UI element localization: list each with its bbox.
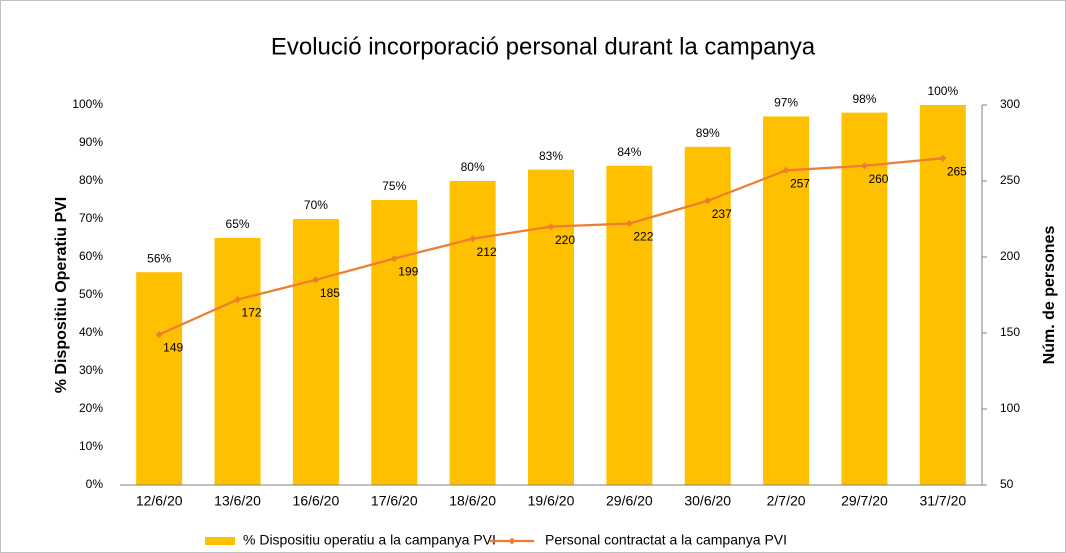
line-marker (939, 154, 947, 162)
bar (371, 200, 418, 485)
y2-tick-label: 200 (1000, 249, 1020, 263)
bar (292, 219, 339, 485)
x-tick-label: 2/7/20 (767, 493, 806, 509)
y-tick-label: 20% (79, 401, 103, 415)
y2-tick-label: 100 (1000, 401, 1020, 415)
bar (214, 238, 261, 485)
line-value-label: 222 (633, 230, 653, 244)
bar-value-label: 56% (147, 251, 171, 265)
x-tick-label: 30/6/20 (684, 493, 731, 509)
x-tick-label: 16/6/20 (293, 493, 340, 509)
bar-value-label: 98% (852, 92, 876, 106)
y-tick-label: 0% (86, 477, 104, 491)
line-marker (704, 197, 712, 205)
y-tick-label: 50% (79, 287, 103, 301)
line-marker (547, 223, 555, 231)
y-tick-label: 30% (79, 363, 103, 377)
line-marker (390, 255, 398, 263)
bar-value-label: 97% (774, 96, 798, 110)
y-tick-label: 70% (79, 211, 103, 225)
y2-tick-label: 50 (1000, 477, 1014, 491)
line-value-label: 265 (947, 164, 967, 178)
x-tick-label: 17/6/20 (371, 493, 418, 509)
y2-tick-label: 150 (1000, 325, 1020, 339)
line-value-label: 172 (242, 306, 262, 320)
line-marker (469, 235, 477, 243)
legend-label: Personal contractat a la campanya PVI (545, 532, 787, 548)
x-tick-label: 29/6/20 (606, 493, 653, 509)
bar-value-label: 100% (927, 84, 958, 98)
x-tick-label: 18/6/20 (449, 493, 496, 509)
line-value-label: 149 (163, 341, 183, 355)
bar (449, 181, 496, 485)
bar-value-label: 83% (539, 149, 563, 163)
chart-title: Evolució incorporació personal durant la… (271, 33, 816, 60)
bar-value-label: 84% (617, 145, 641, 159)
bar-value-label: 70% (304, 198, 328, 212)
line-marker (625, 220, 633, 228)
bar (841, 112, 888, 485)
line-value-label: 212 (477, 245, 497, 259)
legend-marker (508, 537, 516, 545)
bar (136, 272, 183, 485)
line-value-label: 185 (320, 286, 340, 300)
y-tick-label: 40% (79, 325, 103, 339)
bar-value-label: 75% (382, 179, 406, 193)
y2-tick-label: 300 (1000, 97, 1020, 111)
bar-value-label: 80% (461, 160, 485, 174)
x-tick-label: 12/6/20 (136, 493, 183, 509)
line-marker (782, 166, 790, 174)
line-marker (234, 296, 242, 304)
bar (763, 116, 810, 486)
line-value-label: 237 (712, 207, 732, 221)
legend-label: % Dispositiu operatiu a la campanya PVI (243, 532, 496, 548)
y2-axis-title: Núm. de persones (1041, 226, 1058, 365)
bar (919, 105, 966, 485)
y-tick-label: 100% (72, 97, 103, 111)
line-value-label: 257 (790, 177, 810, 191)
y-tick-label: 90% (79, 135, 103, 149)
x-tick-label: 19/6/20 (528, 493, 575, 509)
bar-value-label: 89% (696, 126, 720, 140)
line-marker (155, 331, 163, 339)
y-tick-label: 80% (79, 173, 103, 187)
line-value-label: 260 (868, 172, 888, 186)
bar-value-label: 65% (226, 217, 250, 231)
x-tick-label: 31/7/20 (919, 493, 966, 509)
line-marker (860, 162, 868, 170)
bar (528, 169, 574, 485)
line-marker (312, 276, 320, 284)
y-tick-label: 60% (79, 249, 103, 263)
y-axis-title: % Dispositiu Operatiu PVI (53, 197, 70, 393)
x-tick-label: 29/7/20 (841, 493, 888, 509)
y-tick-label: 10% (79, 439, 103, 453)
legend-swatch (205, 537, 235, 545)
bar (606, 165, 653, 486)
line-value-label: 199 (398, 265, 418, 279)
y2-tick-label: 250 (1000, 173, 1020, 187)
line-value-label: 220 (555, 233, 575, 247)
x-tick-label: 13/6/20 (214, 493, 261, 509)
